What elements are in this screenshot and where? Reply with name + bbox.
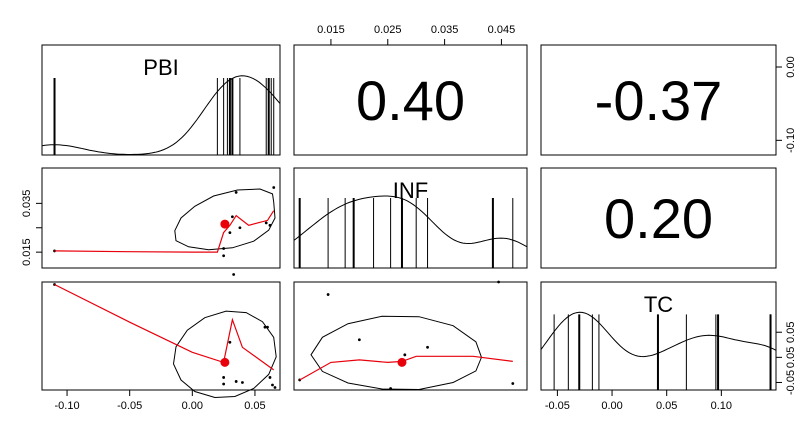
variable-label-tc: TC bbox=[644, 292, 673, 317]
point-tc-vs-pbi-10 bbox=[271, 383, 274, 387]
mean-inf-vs-pbi bbox=[220, 219, 230, 229]
variable-label-pbi: PBI bbox=[143, 55, 178, 80]
tc-y-right-label-0: -0.05 bbox=[785, 370, 797, 395]
inf-y-left-label-0: 0.015 bbox=[21, 238, 33, 266]
pbi-x-label-0: -0.10 bbox=[55, 400, 80, 412]
tc-x-label-0: -0.05 bbox=[545, 400, 570, 412]
mean-tc-vs-pbi bbox=[220, 357, 230, 367]
panels: PBI INF TC 0.40 -0.37 0.20 bbox=[41, 44, 777, 399]
tc-y-right-label-1: 0.05 bbox=[785, 347, 797, 368]
point-tc-vs-pbi-8 bbox=[266, 325, 269, 329]
correlation-inf-tc: 0.20 bbox=[604, 187, 713, 250]
point-tc-vs-inf-1 bbox=[326, 293, 330, 296]
mean-tc-vs-inf bbox=[397, 357, 407, 367]
correlation-pbi-inf: 0.40 bbox=[356, 69, 465, 132]
point-tc-vs-inf-7 bbox=[511, 382, 515, 385]
tc-x-label-3: 0.10 bbox=[711, 400, 732, 412]
point-tc-vs-inf-5 bbox=[426, 345, 429, 349]
pbi-x-label-1: -0.05 bbox=[117, 400, 142, 412]
density-pbi bbox=[41, 75, 281, 155]
panel-frame-0-0 bbox=[41, 44, 281, 156]
point-tc-vs-pbi-2 bbox=[222, 376, 226, 379]
panel-frame-1-0 bbox=[41, 167, 281, 269]
axes: -0.10 -0.05 0.00 0.05 -0.05 0.00 0.05 0.10 0.015… bbox=[21, 24, 797, 412]
ellipse-inf-vs-pbi bbox=[174, 188, 276, 251]
point-inf-vs-pbi-4 bbox=[228, 231, 232, 235]
point-tc-vs-inf-4 bbox=[403, 353, 407, 357]
point-tc-vs-pbi-4 bbox=[232, 273, 236, 276]
inf-x-top-label-2: 0.035 bbox=[431, 24, 459, 36]
point-tc-vs-pbi-1 bbox=[222, 382, 226, 386]
panel-frame-2-1 bbox=[293, 281, 528, 391]
point-tc-vs-inf-6 bbox=[497, 280, 500, 284]
variable-label-inf: INF bbox=[393, 178, 428, 203]
point-tc-vs-inf-3 bbox=[389, 387, 393, 390]
point-tc-vs-pbi-5 bbox=[234, 380, 238, 383]
point-inf-vs-pbi-10 bbox=[272, 186, 276, 189]
point-inf-vs-pbi-1 bbox=[222, 254, 226, 258]
point-inf-vs-pbi-9 bbox=[268, 223, 272, 227]
tc-y-right-label-2: 0.05 bbox=[785, 322, 797, 343]
point-tc-vs-pbi-6 bbox=[241, 381, 244, 384]
point-tc-vs-pbi-9 bbox=[268, 376, 272, 379]
tc-x-label-2: 0.05 bbox=[656, 400, 677, 412]
ellipse-tc-vs-inf bbox=[310, 315, 483, 391]
smoother-inf-vs-pbi bbox=[54, 210, 275, 253]
point-inf-vs-pbi-5 bbox=[231, 215, 234, 219]
point-tc-vs-pbi-3 bbox=[228, 340, 232, 344]
point-tc-vs-inf-2 bbox=[357, 338, 361, 342]
point-inf-vs-pbi-6 bbox=[234, 190, 238, 194]
pbi-x-label-3: 0.05 bbox=[244, 400, 265, 412]
density-inf bbox=[293, 195, 528, 248]
panel-frame-1-2 bbox=[540, 167, 777, 269]
tc-x-label-1: 0.00 bbox=[601, 400, 622, 412]
inf-x-top-label-3: 0.045 bbox=[488, 24, 516, 36]
inf-y-left-label-2: 0.035 bbox=[21, 190, 33, 218]
panel-frame-2-0 bbox=[41, 281, 281, 391]
panel-frame-1-1 bbox=[293, 167, 528, 269]
correlation-pbi-tc: -0.37 bbox=[595, 69, 723, 132]
ellipse-tc-vs-pbi bbox=[172, 310, 277, 399]
inf-x-top-label-0: 0.015 bbox=[317, 24, 345, 36]
top-right-label-0: -0.10 bbox=[785, 128, 797, 153]
density-tc bbox=[540, 311, 777, 358]
point-tc-vs-pbi-7 bbox=[263, 325, 267, 329]
point-inf-vs-pbi-2 bbox=[222, 247, 226, 250]
inf-x-top-label-1: 0.025 bbox=[374, 24, 402, 36]
smoother-tc-vs-pbi bbox=[54, 283, 275, 371]
point-tc-vs-pbi-11 bbox=[273, 386, 277, 389]
point-inf-vs-pbi-7 bbox=[238, 226, 242, 230]
point-inf-vs-pbi-8 bbox=[264, 221, 268, 225]
pbi-x-label-2: 0.00 bbox=[182, 400, 203, 412]
top-right-label-1: 0.00 bbox=[785, 56, 797, 77]
